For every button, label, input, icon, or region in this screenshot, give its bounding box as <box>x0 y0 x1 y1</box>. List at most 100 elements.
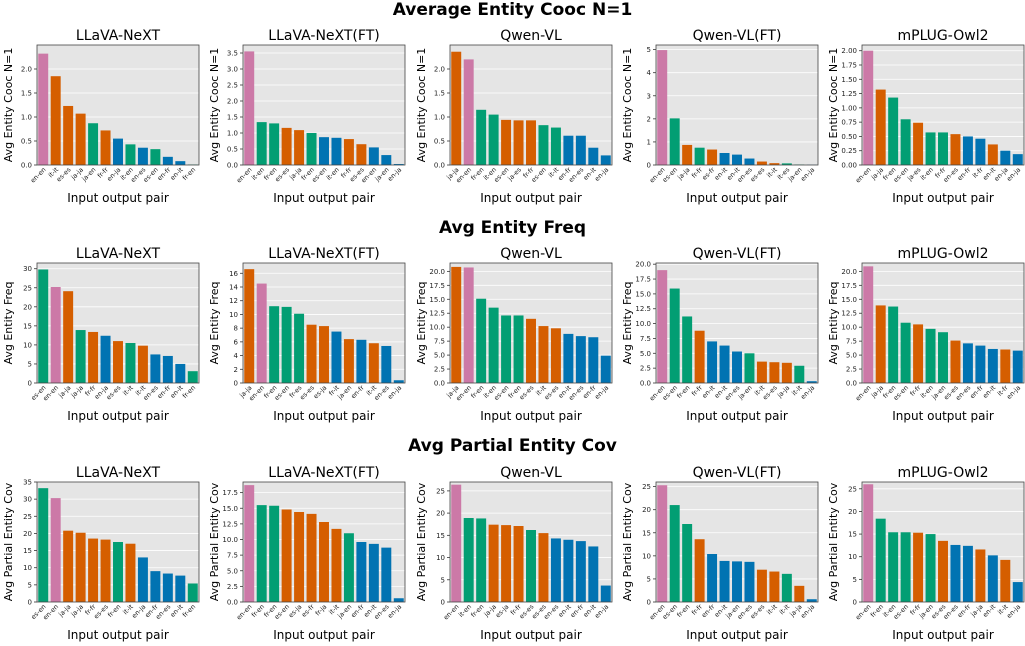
bar <box>563 539 574 602</box>
bar <box>538 326 549 383</box>
bar <box>657 270 668 383</box>
y-tick-label: 2 <box>234 366 238 374</box>
y-tick-label: 2.5 <box>227 583 238 591</box>
bar <box>550 538 561 602</box>
bar <box>526 530 536 602</box>
bar <box>707 554 718 602</box>
bar <box>1000 559 1011 602</box>
x-tick-label: es-es <box>749 602 767 620</box>
bar <box>588 546 599 602</box>
y-tick-label: 1.0 <box>227 130 238 138</box>
bar <box>900 532 911 602</box>
axes-frame <box>242 44 406 166</box>
y-tick-label: 30 <box>23 496 32 504</box>
y-tick-label: 25 <box>23 284 32 292</box>
y-tick-label: 5 <box>647 575 651 583</box>
axes-frame <box>449 262 613 384</box>
y-tick-label: 7.5 <box>846 338 857 346</box>
bar <box>987 555 998 602</box>
bar <box>368 343 379 383</box>
bar <box>368 147 379 165</box>
y-tick-label: 1.0 <box>434 114 445 122</box>
y-axis-label: Avg Entity Cooc N=1 <box>208 48 221 163</box>
y-tick-label: 16 <box>229 270 238 278</box>
y-tick-label: 15 <box>23 547 32 555</box>
x-tick-label: fr-en <box>181 603 197 619</box>
axes-frame <box>449 481 613 603</box>
bar <box>113 138 123 165</box>
y-tick-label: 15 <box>848 531 857 539</box>
bar <box>501 315 512 383</box>
y-tick-label: 0.5 <box>434 138 445 146</box>
bar <box>950 544 961 602</box>
y-tick-label: 0 <box>441 599 445 607</box>
bar <box>150 149 161 165</box>
bar <box>732 154 742 165</box>
axes-frame <box>861 481 1025 603</box>
bar <box>575 336 586 383</box>
y-tick-label: 2.5 <box>434 366 445 374</box>
bar <box>913 324 924 383</box>
y-tick-label: 2.00 <box>841 47 857 55</box>
bar <box>962 545 973 602</box>
bar <box>63 105 74 165</box>
bar <box>719 345 730 383</box>
bar <box>563 333 574 383</box>
bar <box>137 147 148 165</box>
bar <box>281 509 292 602</box>
bar <box>356 542 367 602</box>
x-axis-label: Input output pair <box>273 628 375 642</box>
bar <box>294 512 305 602</box>
y-tick-label: 10.0 <box>635 320 651 328</box>
bar <box>356 144 367 165</box>
x-tick-label: en-ja <box>593 384 610 401</box>
bar <box>100 335 111 383</box>
chart-panel: 0246810121416ja-jaen-enfr-enes-enfr-eses… <box>208 246 406 423</box>
bar <box>244 485 255 602</box>
x-axis-label: Input output pair <box>67 409 169 423</box>
bar <box>244 51 255 165</box>
y-tick-label: 15 <box>436 532 445 540</box>
axes-frame <box>242 481 406 603</box>
bar <box>550 127 561 165</box>
axes-frame <box>36 481 200 603</box>
bar <box>600 585 611 602</box>
x-tick-label: es-es <box>105 383 123 401</box>
chart-title: LLaVA-NeXT <box>76 465 161 481</box>
chart-panel: 0.00.51.01.52.02.53.03.5en-enit-enfr-ene… <box>208 28 406 205</box>
y-tick-label: 17.5 <box>222 489 238 497</box>
y-axis-label: Avg Entity Cooc N=1 <box>621 48 634 163</box>
bar <box>707 341 718 383</box>
bar <box>1012 350 1023 383</box>
chart-title: Qwen-VL(FT) <box>693 465 782 481</box>
y-tick-label: 20.0 <box>429 268 445 276</box>
chart-title: mPLUG-Owl2 <box>898 246 989 262</box>
bar <box>501 525 512 602</box>
bar <box>38 488 49 602</box>
chart-panel: 012345en-enes-enja-jafr-fres-fren-iten-i… <box>621 28 819 205</box>
y-tick-label: 5.0 <box>434 352 445 360</box>
bar <box>756 161 767 165</box>
y-tick-label: 4 <box>647 69 652 77</box>
bar <box>769 362 780 383</box>
y-tick-label: 0.5 <box>21 138 32 146</box>
bar <box>331 137 342 165</box>
y-tick-label: 0.0 <box>846 380 857 388</box>
y-tick-label: 1.0 <box>21 114 32 122</box>
bar <box>950 134 961 165</box>
bar <box>938 540 948 602</box>
x-tick-label: en-ja <box>1005 384 1022 401</box>
x-tick-label: en-ja <box>1005 166 1022 183</box>
chart-title: LLaVA-NeXT(FT) <box>268 465 379 481</box>
bar <box>1000 349 1011 383</box>
bar <box>719 560 730 602</box>
y-axis-label: Avg Partial Entity Cov <box>208 482 221 601</box>
bar <box>368 543 379 602</box>
y-tick-label: 20 <box>436 510 445 518</box>
y-tick-label: 15.0 <box>222 505 238 513</box>
bar <box>806 599 817 602</box>
bar <box>88 331 99 383</box>
y-tick-label: 0 <box>234 380 238 388</box>
bar <box>1012 154 1023 165</box>
bar <box>281 306 292 383</box>
